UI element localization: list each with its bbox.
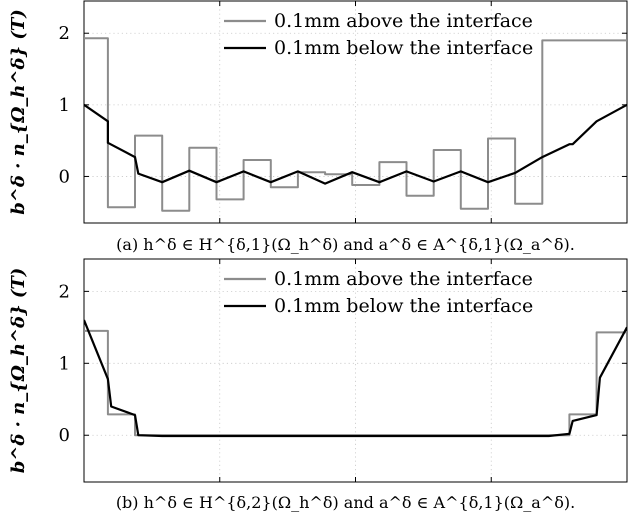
y-tick-label: 2 [59,281,70,302]
panel-a: 2 1 0 0.1mm above the interface 0.1mm below … [8,0,628,254]
series-line-below [84,103,627,185]
y-tick-label: 0 [59,166,70,187]
legend-label: 0.1mm above the interface [274,268,533,290]
legend-label: 0.1mm below the interface [274,37,533,59]
y-tick-label: 1 [59,353,70,374]
panel-caption: (a) h^δ ∈ H^{δ,1}(Ω_h^δ) and a^δ ∈ A^{δ,… [116,235,575,254]
panel-b: 2 1 0 0.1mm above the interface 0.1mm below … [8,258,628,512]
y-axis-label: b^δ · n_{Ω_h^δ} (T) [8,268,29,474]
y-tick-label: 2 [59,23,70,44]
series-line-below [84,319,627,438]
legend-label: 0.1mm above the interface [274,10,533,32]
legend-label: 0.1mm below the interface [274,295,533,317]
plot-frame [83,0,628,224]
y-tick-label: 1 [59,95,70,116]
y-axis-label: b^δ · n_{Ω_h^δ} (T) [8,9,29,215]
panel-caption: (b) h^δ ∈ H^{δ,2}(Ω_h^δ) and a^δ ∈ A^{δ,… [116,493,575,512]
series-line-above [84,37,627,212]
y-tick-label: 0 [59,425,70,446]
